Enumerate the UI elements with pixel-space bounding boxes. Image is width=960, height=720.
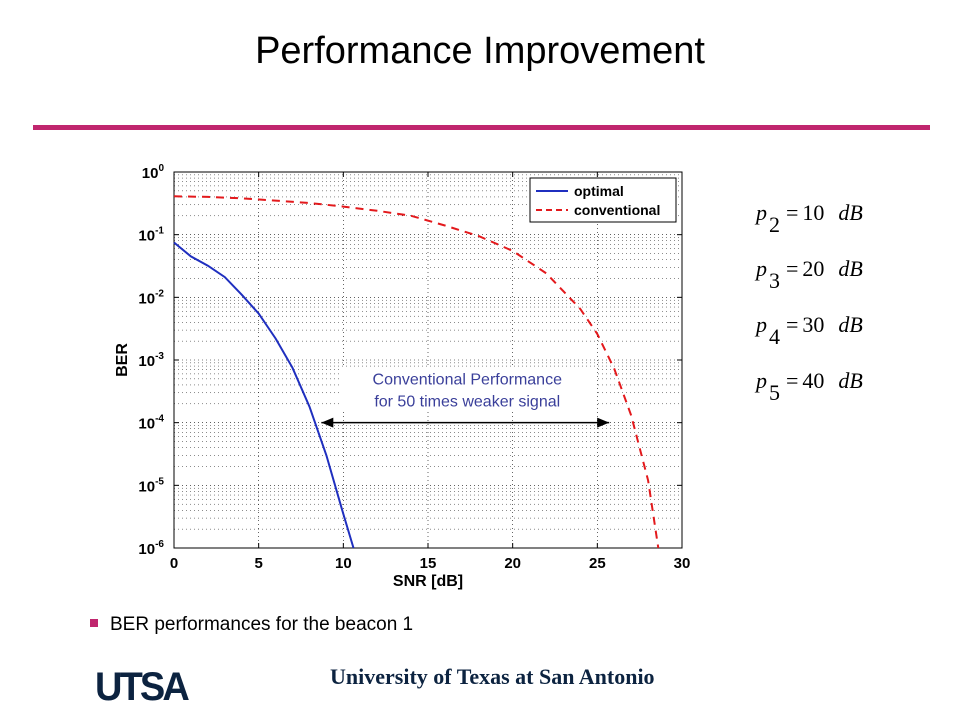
bullet-item: BER performances for the beacon 1	[90, 614, 413, 636]
equation-equals: =	[786, 200, 799, 225]
annotation-line-1: Conventional Performance	[373, 372, 563, 389]
x-tick-label: 10	[335, 555, 352, 572]
equation-unit: dB	[838, 200, 863, 225]
bullet-marker-icon	[90, 619, 98, 627]
equation-p2: p2 = 10 dB	[756, 200, 863, 238]
legend-label-conventional: conventional	[574, 202, 660, 218]
footer-university: University of Texas at San Antonio	[330, 664, 655, 689]
equation-subscript: 5	[769, 380, 780, 405]
utsa-logo: UTSA	[95, 665, 192, 708]
equation-p5: p5 = 40 dB	[756, 368, 863, 406]
arrowhead-right-icon	[597, 417, 610, 428]
equation-unit: dB	[838, 312, 863, 337]
bullet-text: BER performances for the beacon 1	[110, 614, 414, 635]
equation-equals: =	[786, 256, 799, 281]
equation-variable: p	[756, 368, 767, 393]
y-tick-label: 10-1	[138, 226, 164, 245]
equation-p4: p4 = 30 dB	[756, 312, 863, 350]
y-tick-label: 10-4	[138, 414, 164, 433]
equation-variable: p	[756, 200, 767, 225]
equation-equals: =	[786, 368, 799, 393]
series-line-optimal	[173, 241, 355, 549]
equation-equals: =	[786, 312, 799, 337]
x-tick-label: 25	[589, 555, 606, 572]
ber-chart: 0 5 10 15 20 25 3010010-110-210-310-410-510-6 …	[114, 163, 691, 590]
x-tick-label: 30	[674, 555, 691, 572]
y-tick-label: 10-3	[138, 351, 164, 370]
slide-title: Performance Improvement	[255, 30, 705, 72]
equation-value: 10	[802, 200, 825, 225]
y-axis-label: BER	[114, 343, 131, 377]
x-tick-label: 5	[254, 555, 262, 572]
legend-box	[529, 177, 677, 223]
equation-unit: dB	[838, 256, 863, 281]
equation-variable: p	[756, 312, 767, 337]
equation-value: 40	[802, 368, 825, 393]
x-tick-label: 20	[504, 555, 521, 572]
equation-subscript: 4	[769, 324, 780, 349]
equation-value: 30	[802, 312, 825, 337]
x-tick-label: 15	[420, 555, 437, 572]
y-tick-label: 100	[142, 163, 165, 182]
equation-variable: p	[756, 256, 767, 281]
y-tick-label: 10-2	[138, 288, 164, 307]
equation-subscript: 2	[769, 212, 780, 237]
arrowhead-left-icon	[321, 417, 334, 428]
legend-label-optimal: optimal	[574, 183, 624, 199]
annotation-background	[339, 366, 596, 411]
y-tick-label: 10-5	[138, 476, 164, 495]
equation-value: 20	[802, 256, 825, 281]
utsa-logo-text: UTSA	[95, 665, 189, 708]
title-underline	[33, 125, 930, 130]
equation-subscript: 3	[769, 268, 780, 293]
y-tick-label: 10-6	[138, 539, 164, 558]
annotation-line-2: for 50 times weaker signal	[374, 394, 560, 411]
x-tick-label: 0	[170, 555, 178, 572]
equation-p3: p3 = 20 dB	[756, 256, 863, 294]
x-axis-label: SNR [dB]	[393, 573, 463, 590]
equation-unit: dB	[838, 368, 863, 393]
